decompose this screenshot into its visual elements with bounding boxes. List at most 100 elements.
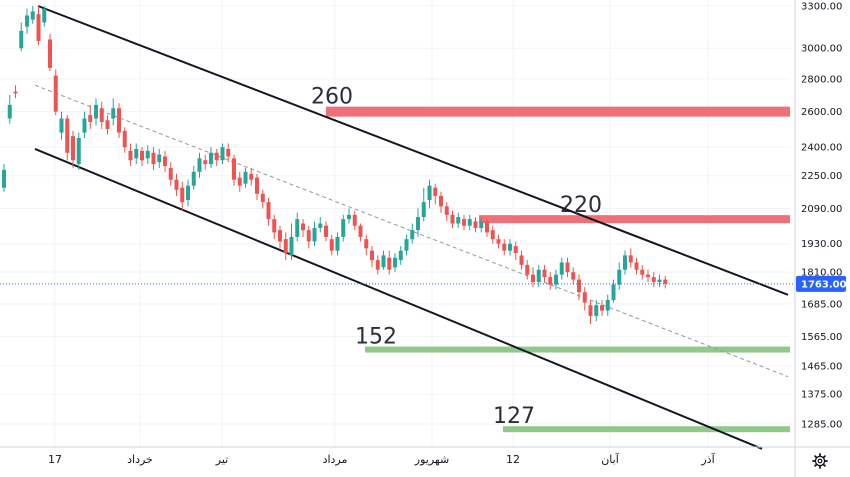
candle: [433, 183, 438, 205]
candle: [174, 173, 179, 196]
candle: [283, 232, 288, 261]
candle: [105, 115, 110, 135]
candle: [301, 219, 305, 237]
y-tick-label: 2090.00: [801, 204, 842, 215]
candle-body: [536, 269, 541, 283]
candle-body: [473, 221, 478, 228]
candle-body: [180, 187, 185, 203]
candle-body: [433, 187, 438, 196]
candle-body: [628, 255, 633, 263]
last-price-marker: 1763.00: [0, 275, 847, 292]
candle-body: [525, 264, 530, 275]
candle-body: [577, 279, 581, 293]
candle: [295, 212, 300, 242]
zone-label: 220: [560, 193, 602, 218]
candle-body: [186, 185, 190, 201]
candle: [496, 234, 501, 249]
candle: [651, 272, 656, 288]
y-tick-label: 2250.00: [801, 171, 842, 182]
candle: [600, 299, 604, 316]
candle: [456, 212, 461, 228]
candle-body: [588, 305, 593, 316]
candle: [76, 132, 81, 170]
y-tick-label: 1930.00: [801, 239, 842, 250]
candle: [502, 239, 507, 256]
candle-body: [203, 160, 208, 165]
candles: [2, 6, 668, 325]
candle-body: [531, 274, 535, 283]
y-tick-label: 1285.00: [801, 420, 842, 431]
candle: [617, 262, 622, 290]
channel-mid-line: [34, 84, 789, 378]
candle-body: [381, 255, 386, 268]
candle: [335, 232, 340, 256]
candle: [140, 147, 144, 166]
candle: [324, 221, 328, 242]
y-axis[interactable]: 3300.00 3000.00 2800.00 2600.00 2400.00 2250.…: [801, 2, 842, 431]
candle: [180, 181, 185, 211]
candle-body: [36, 14, 41, 41]
y-tick-label: 1375.00: [801, 389, 842, 400]
candle-body: [226, 148, 231, 157]
candle: [151, 147, 156, 170]
candle-body: [542, 269, 547, 278]
candle-body: [410, 230, 415, 240]
candle-body: [82, 118, 87, 133]
candle-body: [462, 219, 466, 226]
candle-body: [19, 30, 24, 49]
candle-body: [243, 171, 248, 184]
gear-icon: [812, 453, 828, 469]
candle-body: [197, 158, 202, 172]
candle: [427, 179, 432, 209]
candle-body: [59, 118, 64, 133]
candle-body: [387, 257, 392, 270]
candle-body: [301, 223, 305, 231]
x-tick-label: 12: [506, 453, 520, 466]
price-zones: 260 220 152 127: [311, 85, 790, 433]
candle: [548, 272, 553, 290]
candle: [398, 246, 403, 265]
candle-body: [25, 15, 29, 27]
candle-body: [502, 243, 507, 251]
candle-body: [42, 8, 47, 23]
candle-body: [439, 195, 443, 207]
y-tick-label: 2400.00: [801, 143, 842, 154]
candle: [416, 208, 420, 237]
zone-label: 152: [355, 325, 397, 350]
candle: [249, 167, 254, 186]
candle: [450, 210, 455, 228]
candle: [628, 248, 633, 268]
candle-body: [450, 214, 455, 224]
candle-body: [571, 272, 576, 280]
candle: [318, 216, 323, 233]
candle-body: [289, 236, 294, 256]
candle-body: [444, 206, 449, 215]
y-tick-label: 1685.00: [801, 299, 842, 310]
candle-body: [548, 277, 553, 285]
candle: [444, 202, 449, 222]
candle-body: [272, 219, 277, 233]
candle: [214, 148, 219, 166]
candle-body: [335, 236, 340, 251]
x-tick-label: آبان: [601, 452, 619, 466]
candle: [255, 173, 259, 201]
candle: [94, 98, 98, 126]
last-price-badge: [796, 275, 846, 292]
candle: [640, 264, 645, 280]
x-axis[interactable]: 17 خرداد تیر مرداد شهریور 12 آبان آذر: [48, 452, 716, 466]
candle: [554, 269, 558, 290]
last-price-label: 1763.00: [801, 279, 847, 290]
candle: [594, 299, 599, 322]
chart-settings-button[interactable]: [800, 450, 840, 472]
candle-body: [554, 274, 558, 285]
candle-body: [30, 11, 35, 20]
candle-body: [513, 246, 518, 254]
candle: [421, 187, 426, 222]
x-tick-label: 17: [48, 453, 62, 466]
candle: [508, 239, 512, 256]
candle-body: [151, 152, 156, 165]
candle: [111, 98, 116, 126]
candle: [71, 130, 75, 168]
